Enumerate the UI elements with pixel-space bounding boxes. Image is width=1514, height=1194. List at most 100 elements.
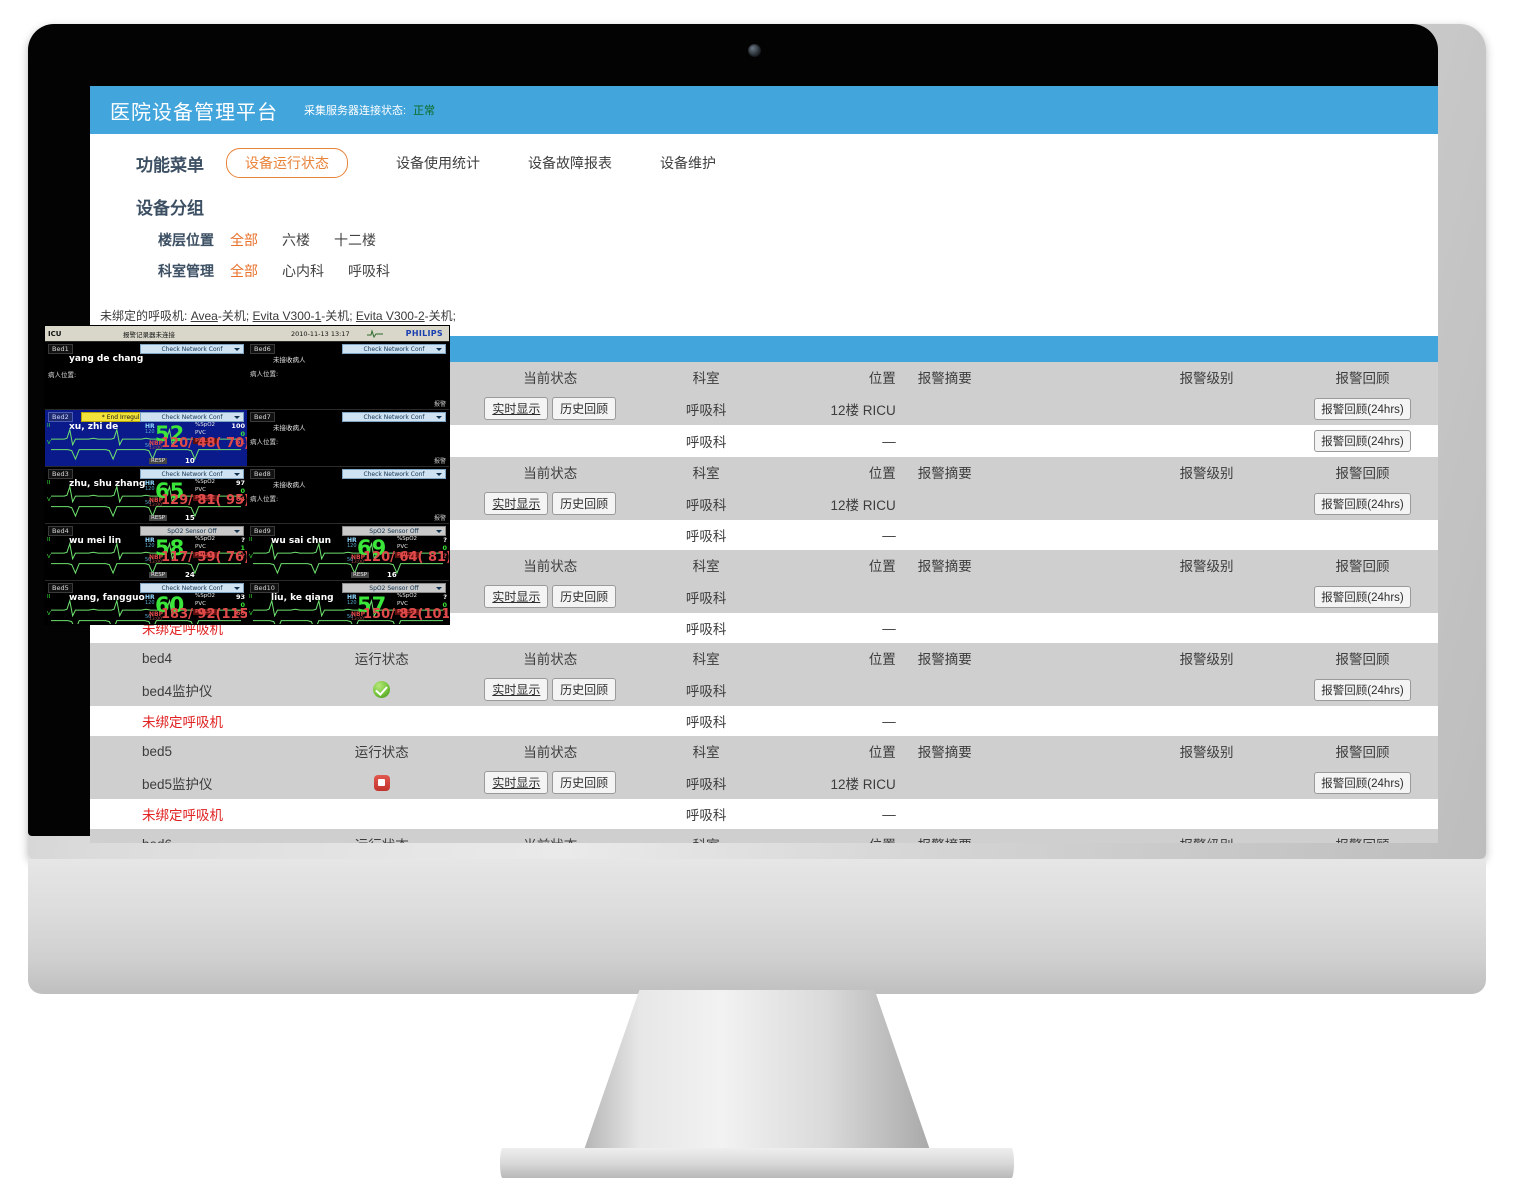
filter-floor-option-6f[interactable]: 六楼 — [282, 232, 310, 248]
monitor-pulse-label: PULSE — [193, 552, 217, 558]
filter-floor-option-12f[interactable]: 十二楼 — [334, 232, 376, 248]
unbound-vent-link-evita-v300-1[interactable]: Evita V300-1 — [252, 309, 322, 323]
device-group-title: 设备分组 — [136, 199, 204, 218]
monitor-bed-cell[interactable]: Bed6 Check Network Conf 未接收病人 病人位置: 报警 — [247, 341, 449, 409]
filter-floor-option-all[interactable]: 全部 — [230, 232, 258, 248]
tab-device-fault-report[interactable]: 设备故障报表 — [528, 155, 612, 171]
monitor-lead-label-ii: II — [249, 537, 253, 543]
monitor-ecg-trace-ii — [51, 540, 241, 560]
monitor-alarm-corner-tag: 报警 — [433, 515, 446, 522]
realtime-display-button[interactable]: 实时显示 — [484, 492, 549, 515]
history-review-button[interactable]: 历史回顾 — [552, 492, 617, 515]
monitor-pvc-label: PVC — [397, 544, 408, 550]
device-alarm-summary — [900, 580, 1126, 613]
ventilator-dept: 呼吸科 — [685, 529, 727, 544]
monitor-conf-dropdown[interactable]: SpO2 Sensor Off — [140, 526, 244, 536]
monitor-ecg-trace-ii — [253, 597, 443, 617]
monitor-hr-upper-limit: 120 — [145, 429, 155, 435]
monitor-spo2-value: 100 — [231, 422, 245, 430]
philips-monitor-overlay[interactable]: ICU 报警记录器未连接 2010-11-13 13:17 PHILIPS Be… — [45, 326, 449, 624]
filter-department-option-cardiology[interactable]: 心内科 — [282, 263, 324, 279]
column-current-state: 当前状态 — [523, 371, 578, 386]
monitor-hr-value: 69 — [357, 536, 387, 560]
monitor-ecg-trace-ii — [51, 426, 241, 446]
unbound-vent-link-evita-v300-2[interactable]: Evita V300-2 — [355, 309, 425, 323]
chevron-down-icon — [234, 473, 240, 476]
monitor-bed-cell[interactable]: Bed7 Check Network Conf 未接收病人 病人位置: 报警 — [247, 409, 449, 466]
ventilator-location: — — [882, 806, 896, 822]
monitor-vitals-panel: HR 120 50 58 %SpO2? PVC 1 PULSE? — [143, 535, 247, 580]
tab-device-run-state[interactable]: 设备运行状态 — [226, 148, 348, 178]
tab-device-maintenance[interactable]: 设备维护 — [660, 155, 716, 171]
history-review-button[interactable]: 历史回顾 — [552, 678, 617, 701]
monitor-hr-value: 60 — [155, 593, 185, 617]
ventilator-alarm-level — [1126, 520, 1287, 550]
history-review-button[interactable]: 历史回顾 — [552, 585, 617, 608]
monitor-conf-dropdown[interactable]: Check Network Conf — [342, 344, 446, 354]
monitor-bed-cell[interactable]: Bed9 SpO2 Sensor Off wu sai chun II V HR 120 50… — [247, 523, 449, 580]
column-dept: 科室 — [692, 559, 720, 574]
monitor-stand-base — [500, 1148, 1014, 1178]
monitor-spo2-value: ? — [443, 536, 447, 544]
monitor-resp-value: 10 — [185, 457, 195, 465]
monitor-conf-dropdown[interactable]: Check Network Conf — [140, 412, 244, 422]
device-table: bed1运行状态当前状态科室位置报警摘要报警级别报警回顾bed1监护仪实时显示 … — [90, 362, 1438, 843]
column-alarm-level: 报警级别 — [1126, 829, 1287, 843]
monitor-hr-lower-limit: 50 — [145, 557, 152, 563]
monitor-bed-cell[interactable]: Bed2 * End Irregular HR Check Network Conf… — [45, 409, 247, 466]
table-row: 未绑定呼吸机 呼吸科 — — [90, 706, 1438, 736]
filter-department-option-respiratory[interactable]: 呼吸科 — [348, 263, 390, 279]
monitor-bed-cell[interactable]: Bed4 SpO2 Sensor Off wu mei lin II V HR 120 50 5… — [45, 523, 247, 580]
realtime-display-button[interactable]: 实时显示 — [484, 771, 549, 794]
device-name: bed4监护仪 — [142, 683, 213, 699]
monitor-bed-id: Bed6 — [250, 344, 275, 354]
device-dept: 呼吸科 — [685, 683, 727, 699]
monitor-bed-cell[interactable]: Bed1 Check Network Conf yang de chang 病人位置: — [45, 341, 247, 409]
monitor-bed-cell[interactable]: Bed5 Check Network Conf wang, fangguo II V HR… — [45, 580, 247, 624]
monitor-no-patient-label: 未接收病人 — [273, 481, 306, 489]
ecg-waveform-icon — [51, 427, 241, 446]
monitor-conf-dropdown[interactable]: Check Network Conf — [342, 412, 446, 422]
monitor-conf-dropdown[interactable]: SpO2 Sensor Off — [342, 583, 446, 593]
monitor-bed-cell[interactable]: Bed3 Check Network Conf zhu, shu zhang II V H… — [45, 466, 247, 523]
realtime-display-button[interactable]: 实时显示 — [484, 397, 549, 420]
monitor-conf-dropdown[interactable]: Check Network Conf — [140, 469, 244, 479]
alarm-review-24h-button[interactable]: 报警回顾(24hrs) — [1314, 678, 1411, 701]
monitor-header: ICU 报警记录器未连接 2010-11-13 13:17 PHILIPS — [45, 326, 449, 341]
table-row: bed4 运行状态 当前状态 科室 位置 报警摘要 报警级别 报警回顾 — [90, 643, 1438, 673]
ventilator-dept: 呼吸科 — [685, 435, 727, 450]
alarm-review-24h-button[interactable]: 报警回顾(24hrs) — [1314, 771, 1411, 794]
monitor-bed-cell[interactable]: Bed10 SpO2 Sensor Off liu, ke qiang II V HR 12… — [247, 580, 449, 624]
ventilator-alarm-summary — [900, 706, 1126, 736]
monitor-nbp-value: 183/ 92(115) — [161, 607, 247, 622]
monitor-conf-dropdown[interactable]: Check Network Conf — [140, 344, 244, 354]
alarm-review-24h-button[interactable]: 报警回顾(24hrs) — [1314, 397, 1411, 420]
history-review-button[interactable]: 历史回顾 — [552, 771, 617, 794]
history-review-button[interactable]: 历史回顾 — [552, 397, 617, 420]
monitor-conf-dropdown[interactable]: SpO2 Sensor Off — [342, 526, 446, 536]
alarm-review-24h-button[interactable]: 报警回顾(24hrs) — [1314, 430, 1411, 452]
alarm-review-24h-button[interactable]: 报警回顾(24hrs) — [1314, 585, 1411, 608]
monitor-resp-value: 24 — [185, 571, 195, 579]
unbound-vent-link-avea[interactable]: Avea — [190, 309, 218, 323]
realtime-display-button[interactable]: 实时显示 — [484, 678, 549, 701]
alarm-review-24h-button[interactable]: 报警回顾(24hrs) — [1314, 492, 1411, 515]
monitor-conf-dropdown[interactable]: Check Network Conf — [342, 469, 446, 479]
monitor-spo2-label: %SpO2 — [195, 422, 216, 428]
filter-department-option-all[interactable]: 全部 — [230, 263, 258, 279]
monitor-nbp-value: 150/ 82(101) — [363, 607, 449, 622]
monitor-pulse-value: 60 — [235, 609, 245, 617]
realtime-display-button[interactable]: 实时显示 — [484, 585, 549, 608]
monitor-ecg-trace-v — [51, 615, 241, 624]
monitor-vitals-panel: HR 120 50 52 %SpO2 100 PVC 0 PULSE 51 — [143, 421, 247, 466]
monitor-pvc-value: 0 — [442, 544, 447, 552]
monitor-nbp-label: NBP — [351, 611, 365, 618]
column-alarm-level: 报警级别 — [1179, 559, 1234, 574]
table-row: bed5 运行状态 当前状态 科室 位置 报警摘要 报警级别 报警回顾 — [90, 736, 1438, 766]
tab-device-usage-stats[interactable]: 设备使用统计 — [396, 155, 480, 171]
column-alarm-summary: 报警摘要 — [917, 652, 972, 667]
monitor-conf-dropdown[interactable]: Check Network Conf — [140, 583, 244, 593]
ventilator-alarm-level — [1126, 425, 1287, 457]
monitor-bed-id: Bed1 — [48, 344, 73, 354]
monitor-bed-cell[interactable]: Bed8 Check Network Conf 未接收病人 病人位置: 报警 — [247, 466, 449, 523]
